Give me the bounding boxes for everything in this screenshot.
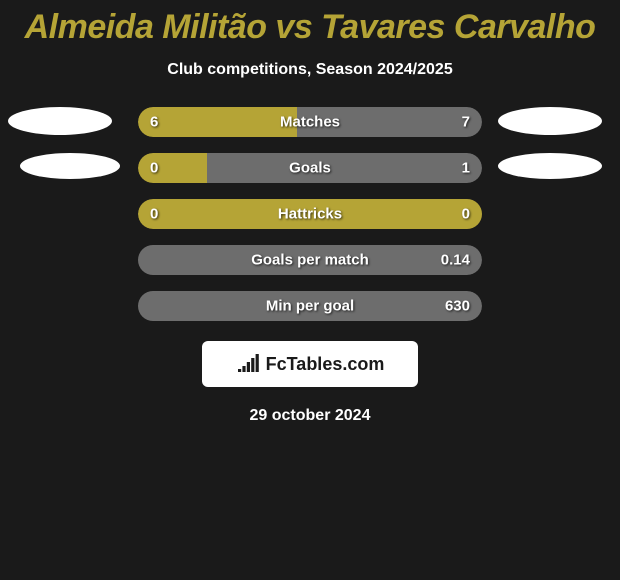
subtitle: Club competitions, Season 2024/2025 [0,61,620,79]
stat-label: Matches [280,114,340,131]
stat-label: Goals per match [251,252,369,269]
right-value: 1 [462,160,470,177]
stat-row: Hattricks 0 0 [138,199,482,229]
stat-label: Goals [289,160,331,177]
right-fill [207,153,482,183]
date-label: 29 october 2024 [0,407,620,425]
left-fill [138,107,297,137]
decorative-ellipse [20,153,120,179]
decorative-ellipse [8,107,112,135]
right-value: 0 [462,206,470,223]
right-value: 0.14 [441,252,470,269]
stat-row: Goals 0 1 [138,153,482,183]
left-value: 0 [150,206,158,223]
bar-chart-icon [236,352,260,377]
decorative-ellipse [498,153,602,179]
stat-row: Matches 6 7 [138,107,482,137]
right-value: 7 [462,114,470,131]
logo-box: FcTables.com [202,341,418,387]
left-fill [138,153,207,183]
stat-row: Goals per match 0.14 [138,245,482,275]
page-title: Almeida Militão vs Tavares Carvalho [0,0,620,47]
stat-label: Min per goal [266,298,354,315]
comparison-content: Matches 6 7 Goals 0 1 Hattricks 0 0 Goals per mat… [0,107,620,425]
comparison-rows: Matches 6 7 Goals 0 1 Hattricks 0 0 Goals per mat… [138,107,482,321]
logo-label: FcTables.com [266,354,385,375]
decorative-ellipse [498,107,602,135]
stat-row: Min per goal 630 [138,291,482,321]
stat-label: Hattricks [278,206,342,223]
left-value: 0 [150,160,158,177]
right-value: 630 [445,298,470,315]
logo: FcTables.com [236,352,385,377]
left-value: 6 [150,114,158,131]
